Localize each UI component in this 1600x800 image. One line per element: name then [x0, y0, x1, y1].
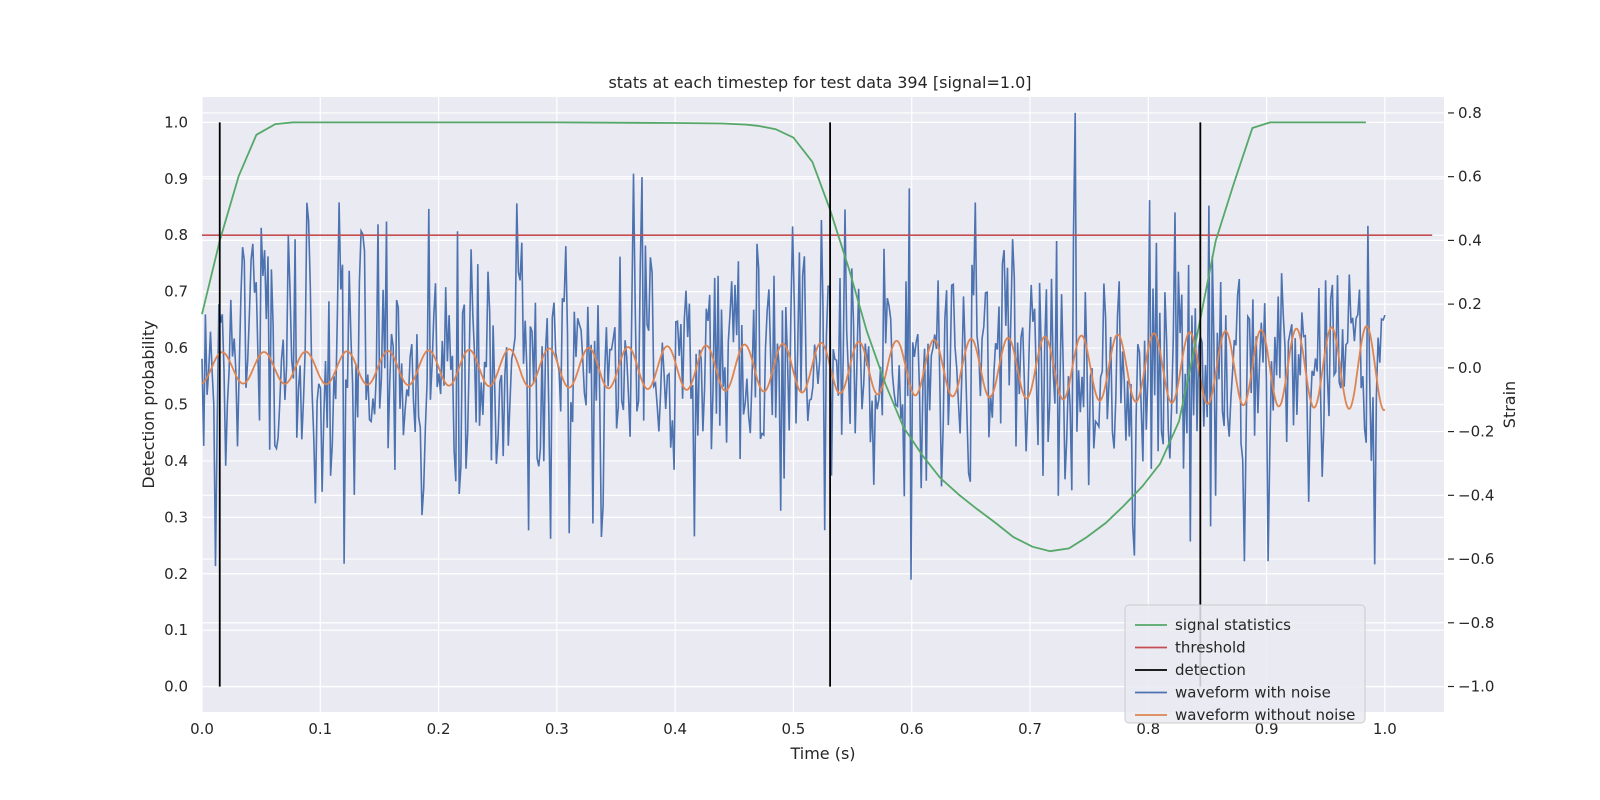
y-left-tick-label: 0.6 — [164, 339, 188, 357]
y-axis-left-label: Detection probability — [139, 320, 158, 488]
y-left-tick-label: 0.4 — [164, 452, 188, 470]
y-right-tick-label: −0.8 — [1458, 614, 1494, 632]
y-left-tick-label: 0.2 — [164, 565, 188, 583]
x-tick-label: 0.9 — [1255, 720, 1279, 738]
y-right-tick-label: −0.6 — [1458, 550, 1494, 568]
x-tick-label: 0.7 — [1018, 720, 1042, 738]
legend: signal statistics threshold detection wavef… — [1124, 604, 1366, 724]
x-tick-label: 0.3 — [545, 720, 569, 738]
y-left-tick-label: 0.0 — [164, 678, 188, 696]
y-right-tick-label: 0.0 — [1458, 359, 1482, 377]
x-tick-label: 0.4 — [663, 720, 687, 738]
y-left-tick-label: 0.1 — [164, 621, 188, 639]
signal-statistics-line — [201, 121, 1366, 553]
x-tick-label: 1.0 — [1373, 720, 1397, 738]
y-left-tick-label: 0.8 — [164, 226, 188, 244]
x-tick-label: 0.6 — [900, 720, 924, 738]
x-tick-label: 0.1 — [308, 720, 332, 738]
y-right-tick-label: −1.0 — [1458, 678, 1494, 696]
y-right-tick-label: 0.6 — [1458, 168, 1482, 186]
y-right-tick-label: 0.4 — [1458, 231, 1482, 249]
y-left-tick-label: 0.9 — [164, 170, 188, 188]
legend-label: signal statistics — [1175, 616, 1291, 634]
y-right-tick-label: −0.2 — [1458, 423, 1494, 441]
x-tick-label: 0.5 — [781, 720, 805, 738]
waveform-with-noise-line — [201, 112, 1386, 580]
x-tick-label: 0.8 — [1136, 720, 1160, 738]
y-left-tick-label: 1.0 — [164, 113, 188, 131]
series-layer — [201, 112, 1433, 687]
y-left-tick-label: 0.3 — [164, 508, 188, 526]
y-left-tick-label: 0.7 — [164, 283, 188, 301]
chart-title: stats at each timestep for test data 394… — [608, 73, 1031, 92]
x-tick-label: 0.0 — [190, 720, 214, 738]
legend-label: waveform without noise — [1175, 706, 1355, 724]
legend-label: detection — [1175, 661, 1246, 679]
y-left-tick-label: 0.5 — [164, 396, 188, 414]
axis-ticks: 0.0 0.1 0.2 0.3 0.4 0.5 0.6 0.7 0.8 0.9 1.0 0.0 0.1 0… — [164, 104, 1494, 738]
waveform-without-noise-line — [201, 325, 1386, 412]
legend-label: waveform with noise — [1175, 684, 1331, 702]
legend-box — [1124, 604, 1366, 724]
x-tick-label: 0.2 — [427, 720, 451, 738]
y-right-tick-label: 0.8 — [1458, 104, 1482, 122]
x-axis-label: Time (s) — [789, 744, 855, 763]
legend-label: threshold — [1175, 639, 1246, 657]
y-axis-right-label: Strain — [1500, 381, 1519, 428]
y-right-tick-label: 0.2 — [1458, 295, 1482, 313]
y-right-tick-label: −0.4 — [1458, 486, 1494, 504]
